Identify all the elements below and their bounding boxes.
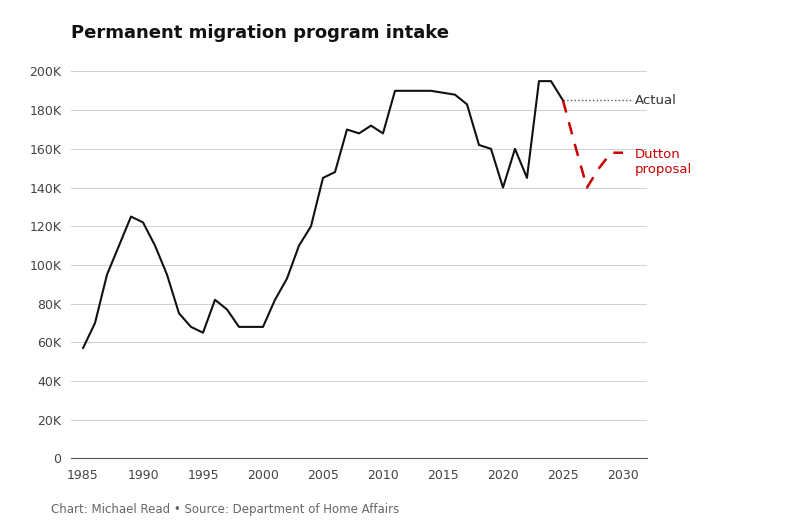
Text: Actual: Actual bbox=[635, 94, 677, 107]
Text: Permanent migration program intake: Permanent migration program intake bbox=[71, 24, 449, 42]
Text: Dutton
proposal: Dutton proposal bbox=[635, 148, 692, 177]
Text: Chart: Michael Read • Source: Department of Home Affairs: Chart: Michael Read • Source: Department… bbox=[51, 503, 399, 516]
